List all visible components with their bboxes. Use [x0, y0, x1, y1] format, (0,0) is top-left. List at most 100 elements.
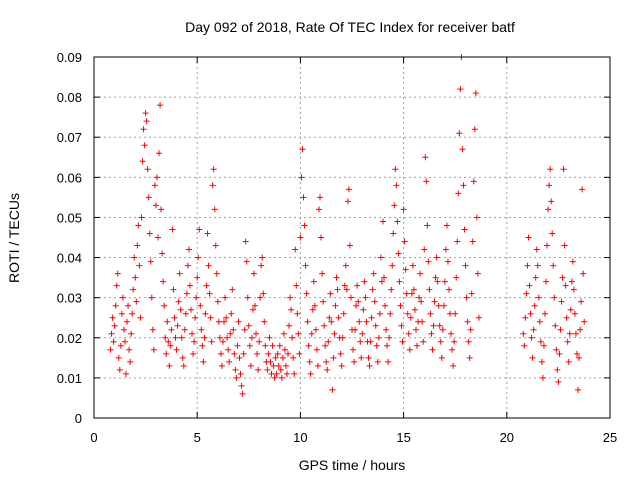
data-point: [343, 286, 350, 293]
data-point: [302, 262, 309, 269]
data-point: [468, 290, 475, 297]
data-point: [372, 322, 379, 329]
data-points: [107, 54, 588, 397]
data-point: [186, 282, 193, 289]
data-point: [346, 242, 353, 249]
data-point: [399, 338, 406, 345]
data-point: [385, 358, 392, 365]
data-point: [416, 294, 423, 301]
data-point: [530, 326, 537, 333]
data-point: [442, 246, 449, 253]
data-point: [467, 326, 474, 333]
data-point: [435, 302, 442, 309]
data-point: [412, 326, 419, 333]
data-point: [136, 262, 143, 269]
data-point: [261, 318, 268, 325]
data-point: [229, 286, 236, 293]
data-point: [213, 270, 220, 277]
data-point: [200, 358, 207, 365]
data-point: [571, 310, 578, 317]
data-point: [270, 362, 277, 369]
data-point: [154, 234, 161, 241]
data-point: [276, 342, 283, 349]
data-point: [422, 154, 429, 161]
data-point: [312, 326, 319, 333]
data-point: [214, 298, 221, 305]
y-tick-label: 0.09: [57, 50, 82, 65]
data-point: [202, 310, 209, 317]
data-point: [429, 346, 436, 353]
data-point: [271, 374, 278, 381]
data-point: [311, 302, 318, 309]
data-point: [149, 326, 156, 333]
data-point: [197, 302, 204, 309]
data-point: [566, 330, 573, 337]
data-point: [108, 330, 115, 337]
data-point: [358, 354, 365, 361]
data-point: [166, 362, 173, 369]
data-point: [223, 314, 230, 321]
data-point: [209, 182, 216, 189]
data-point: [130, 286, 137, 293]
data-point: [396, 278, 403, 285]
data-point: [301, 222, 308, 229]
data-point: [534, 262, 541, 269]
data-point: [356, 318, 363, 325]
data-point: [569, 258, 576, 265]
data-point: [461, 226, 468, 233]
data-point: [323, 358, 330, 365]
data-point: [376, 310, 383, 317]
data-point: [206, 290, 213, 297]
data-point: [339, 334, 346, 341]
data-point: [286, 322, 293, 329]
data-point: [176, 270, 183, 277]
data-point: [220, 338, 226, 345]
data-point: [465, 338, 472, 345]
data-point: [265, 350, 272, 357]
data-point: [473, 214, 480, 221]
data-point: [174, 322, 181, 329]
y-tick-label: 0.08: [57, 90, 82, 105]
data-point: [537, 338, 544, 345]
data-point: [520, 330, 527, 337]
data-point: [388, 286, 395, 293]
data-point: [305, 342, 312, 349]
data-point: [118, 310, 125, 317]
data-point: [140, 126, 147, 133]
data-point: [237, 370, 244, 377]
data-point: [151, 182, 158, 189]
data-point: [469, 238, 476, 245]
data-point: [107, 346, 114, 353]
data-point: [164, 318, 171, 325]
data-point: [298, 174, 305, 181]
data-point: [390, 230, 397, 237]
data-point: [172, 334, 179, 341]
data-point: [562, 282, 569, 289]
data-point: [351, 358, 358, 365]
data-point: [194, 274, 201, 281]
data-point: [471, 126, 478, 133]
data-point: [540, 342, 547, 349]
data-point: [369, 286, 376, 293]
data-point: [315, 206, 322, 213]
chart-title: Day 092 of 2018, Rate Of TEC Index for r…: [185, 19, 515, 35]
data-point: [524, 262, 531, 269]
data-point: [114, 270, 121, 277]
data-point: [567, 306, 574, 313]
data-point: [259, 254, 266, 261]
data-point: [579, 186, 586, 193]
data-point: [274, 350, 281, 357]
data-point: [322, 342, 329, 349]
data-point: [342, 262, 349, 269]
data-point: [543, 278, 550, 285]
data-point: [581, 318, 588, 325]
data-point: [143, 118, 150, 125]
data-point: [528, 334, 535, 341]
data-point: [110, 338, 117, 345]
data-point: [231, 350, 238, 357]
data-point: [233, 374, 240, 381]
data-point: [453, 274, 460, 281]
data-point: [452, 310, 459, 317]
data-point: [192, 314, 199, 321]
data-point: [456, 130, 463, 137]
